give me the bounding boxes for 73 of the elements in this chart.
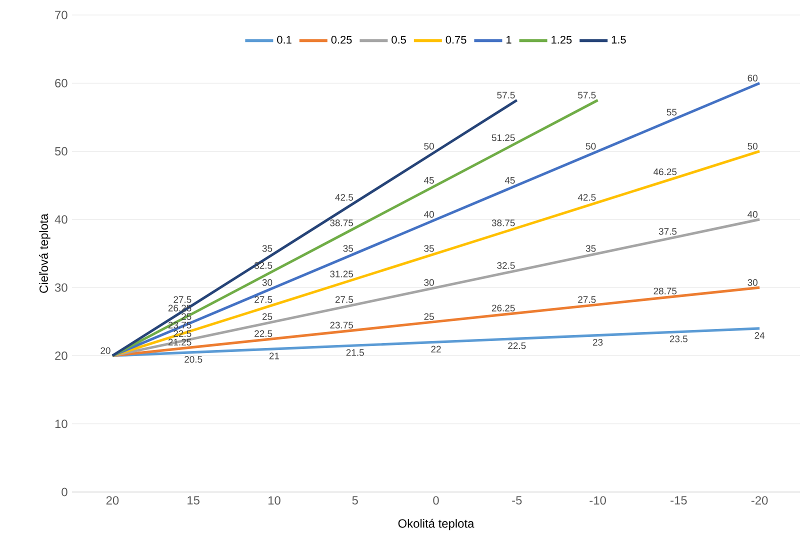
data-label: 20 — [100, 347, 110, 354]
data-label: 21.25 — [168, 338, 192, 346]
data-label: 23 — [592, 338, 603, 346]
y-tick-label: 60 — [55, 78, 68, 88]
y-axis-title: Cieľová teplota — [39, 214, 50, 293]
y-tick-label: 50 — [55, 147, 68, 156]
x-tick-label: 5 — [352, 496, 358, 505]
data-label: 45 — [424, 177, 434, 184]
data-label: 27.5 — [335, 296, 354, 303]
data-label: 50 — [748, 142, 758, 150]
data-label: 45 — [504, 177, 515, 184]
legend-label: 1 — [506, 36, 512, 44]
data-label: 30 — [262, 279, 272, 286]
data-label: 35 — [424, 245, 434, 252]
data-label: 22.5 — [508, 342, 526, 350]
data-label: 27.5 — [174, 296, 192, 303]
x-tick-label: -5 — [512, 496, 522, 505]
data-label: 42.5 — [578, 194, 596, 201]
data-label: 42.5 — [335, 194, 354, 201]
data-label: 28.75 — [654, 288, 677, 294]
data-label: 51.25 — [492, 134, 515, 142]
data-label: 30 — [424, 279, 434, 286]
data-label: 50 — [586, 142, 596, 150]
data-label: 21.5 — [346, 349, 364, 356]
data-label: 22 — [431, 346, 441, 352]
x-tick-label: 15 — [188, 496, 200, 505]
legend-label: 0.5 — [392, 36, 406, 44]
x-tick-label: -10 — [590, 496, 606, 505]
data-label: 46.25 — [654, 168, 677, 176]
data-label: 35 — [343, 245, 354, 252]
legend-label: 0.75 — [446, 36, 466, 44]
y-tick-label: 70 — [55, 10, 68, 20]
data-label: 57.5 — [578, 92, 596, 98]
data-label: 40 — [424, 211, 434, 218]
y-tick-label: 30 — [54, 283, 68, 292]
data-label: 38.75 — [492, 220, 515, 226]
data-label: 23.75 — [330, 322, 354, 328]
data-label: 27.5 — [578, 296, 596, 303]
y-tick-label: 10 — [55, 420, 68, 428]
x-tick-label: 0 — [433, 496, 439, 505]
legend-label: 0.1 — [277, 36, 292, 44]
data-label: 26.25 — [492, 304, 515, 312]
data-label: 30 — [748, 279, 758, 286]
legend-label: 1.5 — [612, 36, 626, 44]
data-label: 57.5 — [497, 92, 515, 98]
data-label: 31.25 — [330, 270, 354, 278]
x-tick-label: 20 — [106, 496, 119, 505]
data-label: 25 — [262, 313, 272, 320]
data-label: 38.75 — [330, 220, 354, 226]
data-label: 21 — [269, 352, 280, 360]
x-axis-title: Okolitá teplota — [398, 518, 474, 530]
data-label: 37.5 — [658, 228, 677, 235]
legend-label: 1.25 — [552, 36, 572, 44]
x-tick-label: -20 — [751, 496, 768, 505]
data-label: 50 — [424, 142, 434, 150]
data-label: 27.5 — [254, 296, 272, 303]
data-label: 24 — [754, 332, 765, 339]
data-label: 32.5 — [497, 262, 515, 269]
data-label: 22.5 — [254, 330, 272, 337]
data-label: 25 — [424, 313, 434, 320]
y-tick-label: 0 — [62, 488, 68, 496]
data-label: 35 — [262, 245, 272, 252]
data-label: 23.5 — [670, 336, 688, 342]
x-tick-label: 10 — [268, 496, 280, 505]
data-label: 55 — [666, 108, 677, 116]
y-tick-label: 40 — [54, 215, 68, 224]
y-tick-label: 20 — [55, 351, 68, 360]
x-tick-label: -15 — [670, 496, 687, 505]
data-label: 40 — [748, 211, 758, 218]
legend-label: 0.25 — [331, 36, 352, 44]
data-label: 20.5 — [184, 356, 202, 363]
data-label: 35 — [586, 245, 596, 252]
data-label: 60 — [748, 74, 758, 82]
